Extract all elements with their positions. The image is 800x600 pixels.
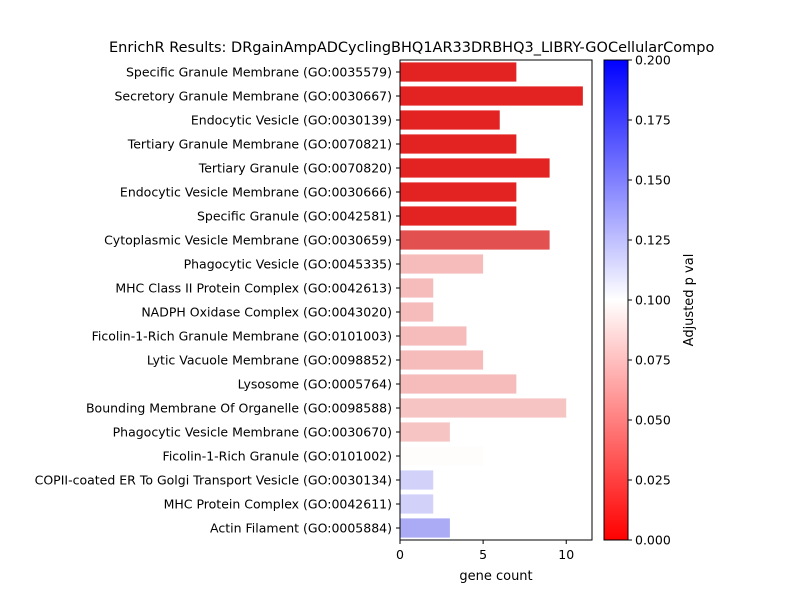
bars-layer [400,62,583,538]
y-tick-label: Endocytic Vesicle (GO:0030139) [191,113,392,128]
bar [400,422,450,442]
colorbar-tick-label: 0.200 [635,53,671,68]
bar [400,470,434,490]
y-tick-label: Endocytic Vesicle Membrane (GO:0030666) [120,185,392,200]
category-labels: Specific Granule Membrane (GO:0035579) Se… [35,65,400,536]
colorbar-ticks: 0.000 0.025 0.050 0.075 0.100 0.125 0.150 0.175… [628,53,671,548]
y-tick-label: Ficolin-1-Rich Granule (GO:0101002) [163,449,392,464]
bar [400,518,450,538]
y-tick-label: Lytic Vacuole Membrane (GO:0098852) [147,353,392,368]
bar [400,254,484,274]
y-tick-label: Cytoplasmic Vesicle Membrane (GO:0030659… [104,233,392,248]
colorbar-tick-label: 0.075 [635,353,671,368]
bar [400,134,517,154]
x-axis-label: gene count [459,569,532,584]
x-tick-label: 5 [479,547,487,562]
colorbar-tick-label: 0.175 [635,113,671,128]
colorbar-label: Adjusted p val [682,254,697,347]
y-tick-label: Ficolin-1-Rich Granule Membrane (GO:0101… [92,329,392,344]
x-axis: 0 5 10 [396,540,574,562]
plot-frame [399,59,593,541]
bar [400,206,517,226]
bar [400,302,434,322]
colorbar-tick-label: 0.100 [635,293,671,308]
bar [400,86,583,106]
y-tick-label: Secretory Granule Membrane (GO:0030667) [115,89,393,104]
x-tick-label: 10 [558,547,574,562]
y-tick-label: Phagocytic Vesicle (GO:0045335) [184,257,392,272]
y-tick-label: MHC Protein Complex (GO:0042611) [164,497,392,512]
chart-title: EnrichR Results: DRgainAmpADCyclingBHQ1A… [109,40,714,56]
bar [400,374,517,394]
y-tick-label: Actin Filament (GO:0005884) [210,521,392,536]
y-tick-label: Lysosome (GO:0005764) [238,377,392,392]
colorbar-tick-label: 0.025 [635,473,671,488]
y-tick-label: Specific Granule (GO:0042581) [197,209,392,224]
y-tick-label: Bounding Membrane Of Organelle (GO:00985… [86,401,392,416]
colorbar [604,60,628,540]
y-tick-label: Tertiary Granule Membrane (GO:0070821) [127,137,392,152]
bar [400,446,484,466]
y-tick-label: Phagocytic Vesicle Membrane (GO:0030670) [113,425,392,440]
y-tick-label: Tertiary Granule (GO:0070820) [198,161,392,176]
colorbar-tick-label: 0.050 [635,413,671,428]
bar [400,398,567,418]
colorbar-tick-label: 0.125 [635,233,671,248]
y-tick-label: MHC Class II Protein Complex (GO:0042613… [115,281,392,296]
colorbar-tick-label: 0.000 [635,533,671,548]
y-tick-label: Specific Granule Membrane (GO:0035579) [126,65,392,80]
bar [400,110,500,130]
bar [400,158,550,178]
x-tick-label: 0 [396,547,404,562]
y-tick-label: NADPH Oxidase Complex (GO:0043020) [141,305,392,320]
bar [400,326,467,346]
bar [400,278,434,298]
colorbar-tick-label: 0.150 [635,173,671,188]
bar [400,182,517,202]
y-tick-label: COPII-coated ER To Golgi Transport Vesic… [35,473,392,488]
bar [400,230,550,250]
bar [400,62,517,82]
bar [400,350,484,370]
bar [400,494,434,514]
